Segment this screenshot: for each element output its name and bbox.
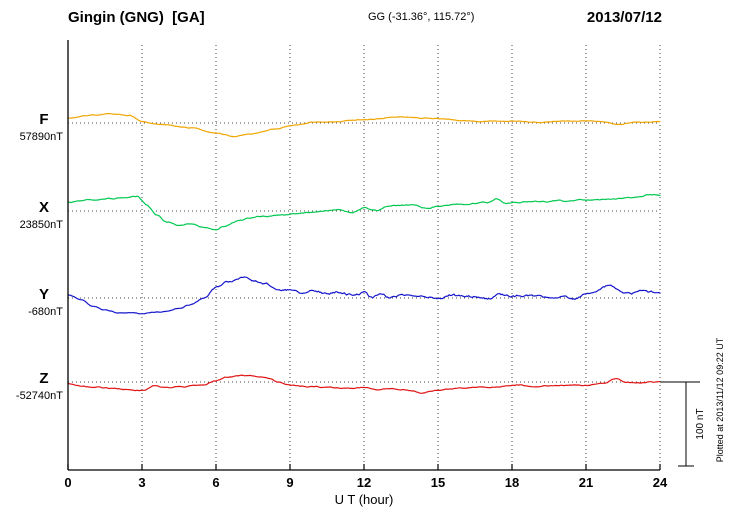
x-tick-labels: 0 3 6 9 12 15 18 21 24 <box>64 475 668 490</box>
axes <box>67 40 661 471</box>
scale-bar: 100 nT <box>660 381 706 467</box>
plotted-at-note: Plotted at 2013/11/12 09:22 UT <box>715 337 725 462</box>
x-tick-label: 24 <box>653 475 668 490</box>
station-title: Gingin (GNG) [GA] <box>68 9 205 26</box>
trace-X <box>67 193 661 231</box>
x-tick-label: 9 <box>286 475 293 490</box>
trace-lines <box>67 112 661 394</box>
x-tick-label: 18 <box>505 475 519 490</box>
trace-value-Y: -680nT <box>28 306 63 318</box>
x-tick-label: 0 <box>64 475 71 490</box>
trace-value-F: 57890nT <box>20 131 64 143</box>
scale-bar-label: 100 nT <box>695 408 706 439</box>
station-coords: GG (-31.36°, 115.72°) <box>368 11 474 23</box>
plot-date: 2013/07/12 <box>587 9 662 26</box>
x-tick-label: 15 <box>431 475 445 490</box>
x-tick-label: 21 <box>579 475 593 490</box>
trace-F <box>67 112 661 138</box>
trace-Z <box>67 374 661 394</box>
trace-name-F: F <box>39 111 48 128</box>
x-tick-label: 12 <box>357 475 371 490</box>
trace-name-Y: Y <box>39 286 49 303</box>
x-tick-label: 6 <box>212 475 219 490</box>
trace-value-Z: -52740nT <box>16 390 63 402</box>
trace-labels: F 57890nT X 23850nT Y -680nT Z -52740nT <box>16 111 63 402</box>
trace-value-X: 23850nT <box>20 219 64 231</box>
gridlines <box>68 45 661 470</box>
trace-name-X: X <box>39 199 49 216</box>
x-axis-label: U T (hour) <box>335 492 394 507</box>
x-tick-label: 3 <box>138 475 145 490</box>
trace-name-Z: Z <box>39 370 48 387</box>
trace-Y <box>67 276 661 315</box>
